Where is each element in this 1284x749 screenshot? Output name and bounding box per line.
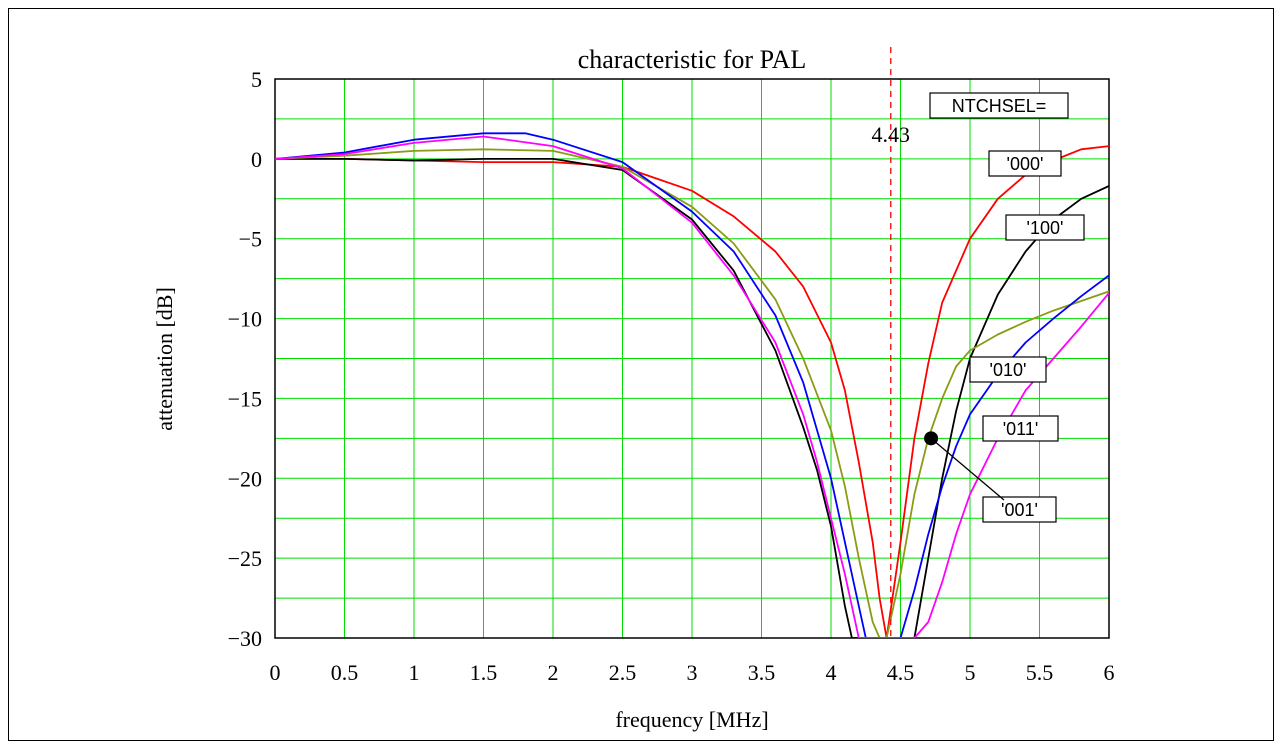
series-line — [275, 145, 1109, 638]
x-tick-label: 5.5 — [1026, 660, 1054, 685]
x-tick-labels: 0 0.5 1 1.5 2 2.5 3 3.5 4 4.5 5 5.5 6 — [270, 660, 1115, 685]
x-tick-label: 1 — [409, 660, 420, 685]
y-tick-label: 0 — [251, 147, 262, 172]
series-line — [275, 132, 1109, 638]
x-tick-label: 3 — [687, 660, 698, 685]
series-label: '100' — [1027, 218, 1064, 238]
series-lines — [275, 132, 1109, 638]
chart-title: characteristic for PAL — [578, 45, 807, 74]
annotation-leader-line — [930, 437, 1005, 501]
x-tick-label: 3.5 — [748, 660, 776, 685]
x-tick-label: 0 — [270, 660, 281, 685]
series-label: '010' — [990, 360, 1027, 380]
series-line — [275, 135, 1109, 638]
x-tick-label: 6 — [1104, 660, 1115, 685]
series-label: '000' — [1007, 154, 1044, 174]
y-tick-label: −30 — [228, 626, 262, 651]
y-tick-label: 5 — [251, 67, 262, 92]
legend-title-box — [929, 92, 1069, 119]
series-label-box — [988, 150, 1062, 177]
series-labels: '000' '100' '010' '011' '001' — [969, 150, 1085, 523]
x-tick-label: 4 — [826, 660, 837, 685]
x-tick-label: 5 — [965, 660, 976, 685]
x-tick-label: 2 — [548, 660, 559, 685]
x-tick-label: 0.5 — [331, 660, 359, 685]
series-label-box — [982, 496, 1057, 523]
y-tick-label: −5 — [239, 227, 262, 252]
figure-frame — [8, 8, 1274, 741]
legend-title: NTCHSEL= — [952, 96, 1047, 116]
y-tick-label: −10 — [228, 307, 262, 332]
series-label: '001' — [1001, 500, 1038, 520]
x-tick-label: 4.5 — [887, 660, 915, 685]
series-label-box — [969, 356, 1047, 383]
y-axis-label: attenuation [dB] — [152, 287, 177, 431]
x-tick-label: 2.5 — [609, 660, 637, 685]
marker-label: 4.43 — [872, 122, 911, 147]
series-line — [275, 158, 1109, 638]
series-label: '011' — [1003, 419, 1039, 439]
y-tick-label: −15 — [228, 386, 262, 411]
series-label-box — [1005, 214, 1085, 241]
y-tick-label: −25 — [228, 546, 262, 571]
y-tick-labels: 5 0 −5 −10 −15 −20 −25 −30 — [228, 67, 262, 651]
annotation-point — [924, 431, 939, 446]
series-line — [275, 148, 1109, 638]
x-axis-label: frequency [MHz] — [615, 707, 768, 732]
x-tick-label: 1.5 — [470, 660, 498, 685]
plot-border — [274, 78, 1110, 639]
series-label-box — [982, 415, 1059, 442]
y-tick-label: −20 — [228, 466, 262, 491]
